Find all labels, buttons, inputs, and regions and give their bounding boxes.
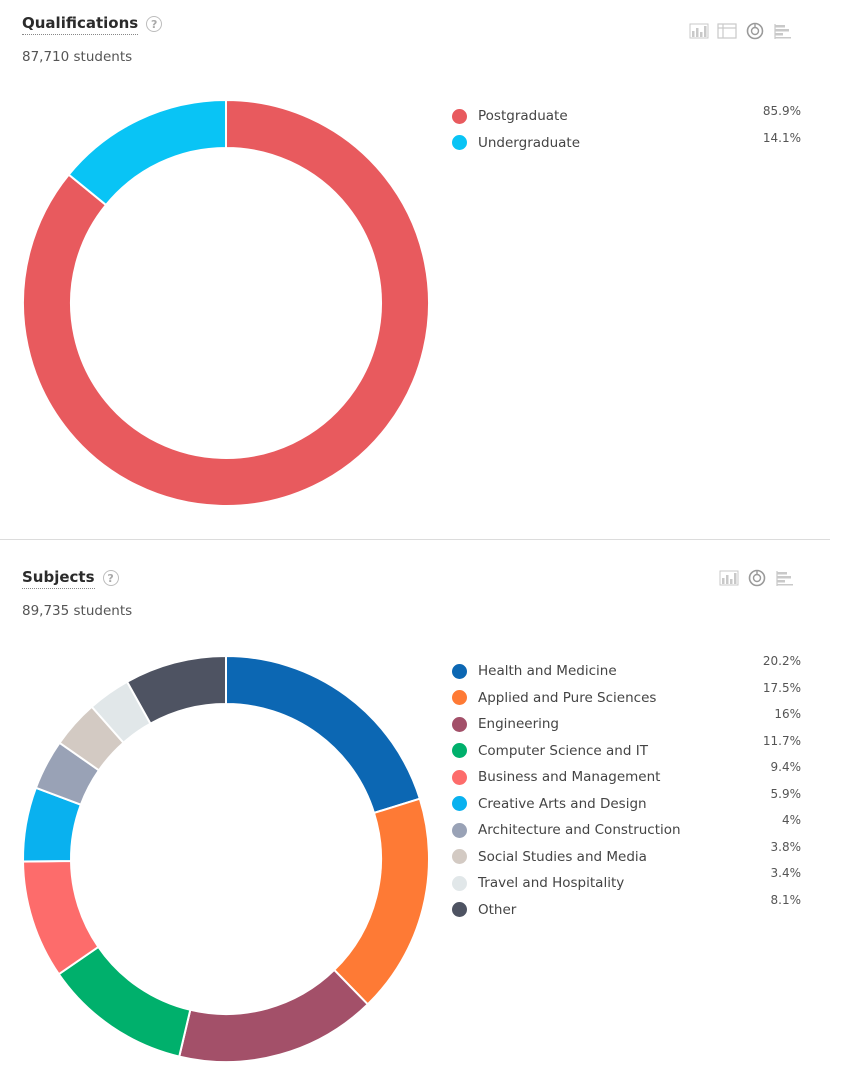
- legend-marker: [452, 822, 467, 838]
- legend-percentage: 14.1%: [762, 130, 801, 145]
- slice-other[interactable]: [125, 654, 227, 726]
- subjects-student-count: 89,735 students: [22, 603, 133, 619]
- subjects-title[interactable]: Subjects: [22, 567, 95, 589]
- legend-marker: [452, 743, 467, 759]
- donut-chart-icon[interactable]: [744, 21, 766, 41]
- legend-item-social-studies-and-media[interactable]: Social Studies and Media 3.8%: [450, 840, 805, 871]
- legend-percentage: 11.7%: [762, 733, 801, 748]
- qualifications-legend: Postgraduate 85.9% Undergraduate 14.1%: [450, 103, 805, 156]
- legend-label: Creative Arts and Design: [478, 795, 647, 812]
- legend-item-business-and-management[interactable]: Business and Management 9.4%: [450, 760, 805, 791]
- legend-percentage: 3.8%: [770, 839, 802, 854]
- legend-item-travel-and-hospitality[interactable]: Travel and Hospitality 3.4%: [450, 866, 805, 897]
- legend-item-other[interactable]: Other 8.1%: [450, 893, 805, 924]
- donut-chart-icon[interactable]: [746, 568, 768, 588]
- legend-item-postgraduate[interactable]: Postgraduate 85.9%: [450, 103, 805, 130]
- legend-marker: [452, 108, 467, 124]
- bar-chart-icon[interactable]: [688, 21, 710, 41]
- help-icon[interactable]: ?: [146, 16, 163, 32]
- legend-percentage: 3.4%: [770, 866, 802, 880]
- bar-chart-icon[interactable]: [718, 568, 740, 588]
- subjects-header: Subjects ?: [22, 567, 119, 589]
- qualifications-header: Qualifications ?: [22, 13, 163, 35]
- legend-marker: [452, 875, 467, 891]
- legend-label: Other: [478, 901, 517, 918]
- legend-label: Travel and Hospitality: [478, 875, 625, 892]
- subjects-donut-chart: [22, 654, 430, 1063]
- slice-engineering[interactable]: [178, 968, 370, 1063]
- horizontal-bar-icon[interactable]: [772, 21, 794, 41]
- legend-percentage: 16%: [774, 707, 801, 721]
- legend-label: Engineering: [478, 716, 559, 733]
- legend-percentage: 9.4%: [770, 760, 802, 774]
- legend-label: Business and Management: [478, 769, 661, 786]
- qualifications-title[interactable]: Qualifications: [22, 13, 139, 35]
- slice-applied-and-pure-sciences[interactable]: [332, 797, 430, 1006]
- qualifications-student-count: 87,710 students: [22, 49, 133, 65]
- legend-label: Computer Science and IT: [478, 742, 648, 759]
- slice-undergraduate[interactable]: [67, 98, 227, 207]
- legend-label: Applied and Pure Sciences: [478, 689, 657, 706]
- horizontal-bar-icon[interactable]: [774, 568, 796, 588]
- legend-item-creative-arts-and-design[interactable]: Creative Arts and Design 5.9%: [450, 787, 805, 818]
- legend-percentage: 8.1%: [770, 892, 802, 907]
- qualifications-chart-toolbar: [688, 21, 794, 41]
- legend-marker: [452, 796, 467, 812]
- qualifications-donut-chart: [22, 98, 430, 507]
- legend-item-undergraduate[interactable]: Undergraduate 14.1%: [450, 130, 805, 157]
- section-divider: [0, 539, 830, 540]
- legend-label: Architecture and Construction: [478, 822, 681, 839]
- legend-label: Postgraduate: [478, 108, 568, 125]
- legend-marker: [452, 849, 467, 865]
- legend-marker: [452, 135, 467, 151]
- legend-percentage: 20.2%: [762, 654, 801, 668]
- legend-marker: [452, 769, 467, 785]
- legend-item-applied-and-pure-sciences[interactable]: Applied and Pure Sciences 17.5%: [450, 681, 805, 712]
- legend-marker: [452, 690, 467, 706]
- slice-postgraduate[interactable]: [22, 98, 430, 507]
- legend-marker: [452, 716, 467, 732]
- legend-item-engineering[interactable]: Engineering 16%: [450, 707, 805, 738]
- subjects-legend: Health and Medicine 20.2% Applied and Pure…: [450, 654, 805, 924]
- help-icon[interactable]: ?: [102, 570, 119, 586]
- slice-health-and-medicine[interactable]: [225, 654, 422, 815]
- table-icon[interactable]: [716, 21, 738, 41]
- subjects-chart-toolbar: [718, 568, 796, 588]
- legend-label: Social Studies and Media: [478, 848, 647, 865]
- legend-marker: [452, 902, 467, 918]
- legend-label: Health and Medicine: [478, 663, 617, 680]
- legend-percentage: 5.9%: [770, 786, 802, 801]
- legend-item-health-and-medicine[interactable]: Health and Medicine 20.2%: [450, 654, 805, 685]
- legend-item-architecture-and-construction[interactable]: Architecture and Construction 4%: [450, 813, 805, 844]
- legend-percentage: 85.9%: [762, 104, 801, 118]
- slice-computer-science-and-it[interactable]: [57, 945, 192, 1058]
- legend-percentage: 17.5%: [762, 680, 801, 695]
- qualifications-section: Qualifications ? 87,710 students: [22, 13, 805, 507]
- legend-item-computer-science-and-it[interactable]: Computer Science and IT 11.7%: [450, 734, 805, 765]
- legend-percentage: 4%: [781, 813, 801, 827]
- subjects-section: Subjects ? 89,735 students Health and Me…: [0, 541, 843, 1068]
- legend-marker: [452, 663, 467, 679]
- legend-label: Undergraduate: [478, 134, 581, 151]
